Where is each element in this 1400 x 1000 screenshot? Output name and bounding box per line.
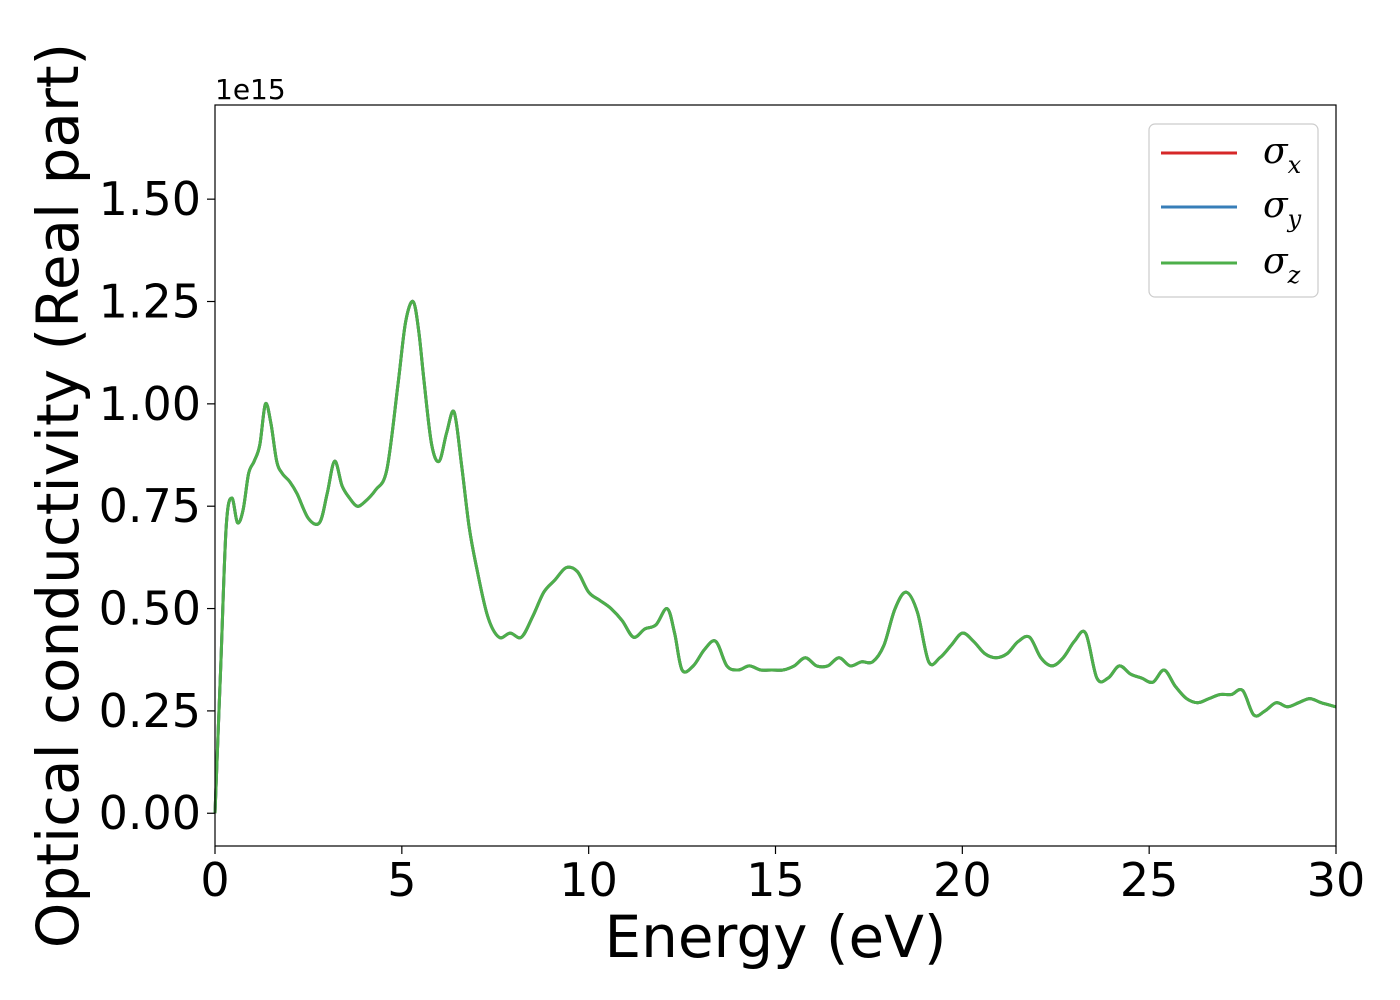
x-tick-label: 0 — [200, 853, 229, 907]
y-tick-label: 1.00 — [99, 377, 201, 431]
x-tick-label: 10 — [559, 853, 618, 907]
x-axis: 0 5 10 15 20 25 30 — [200, 846, 1365, 907]
y-axis-title: Optical conductivity (Real part) — [24, 43, 92, 948]
y-tick-label: 1.50 — [99, 172, 201, 226]
y-tick-label: 0.00 — [99, 786, 201, 840]
y-tick-label: 1.25 — [99, 275, 201, 329]
x-tick-label: 15 — [746, 853, 805, 907]
legend-box — [1148, 123, 1319, 298]
y-tick-label: 0.25 — [99, 684, 201, 738]
x-tick-label: 5 — [387, 853, 416, 907]
y-tick-label: 0.75 — [99, 479, 201, 533]
series-line-z — [213, 299, 1337, 814]
x-tick-label: 30 — [1307, 853, 1366, 907]
y-axis: 0.00 0.25 0.50 0.75 1.00 1.25 1.50 — [99, 172, 215, 840]
x-axis-title: Energy (eV) — [604, 903, 946, 971]
y-tick-label: 0.50 — [99, 582, 201, 636]
y-offset-label: 1e15 — [215, 73, 286, 106]
series-layer — [213, 299, 1337, 814]
x-tick-label: 25 — [1120, 853, 1179, 907]
series-line-x — [213, 299, 1337, 814]
x-tick-label: 20 — [933, 853, 992, 907]
series-line-y — [213, 299, 1337, 814]
